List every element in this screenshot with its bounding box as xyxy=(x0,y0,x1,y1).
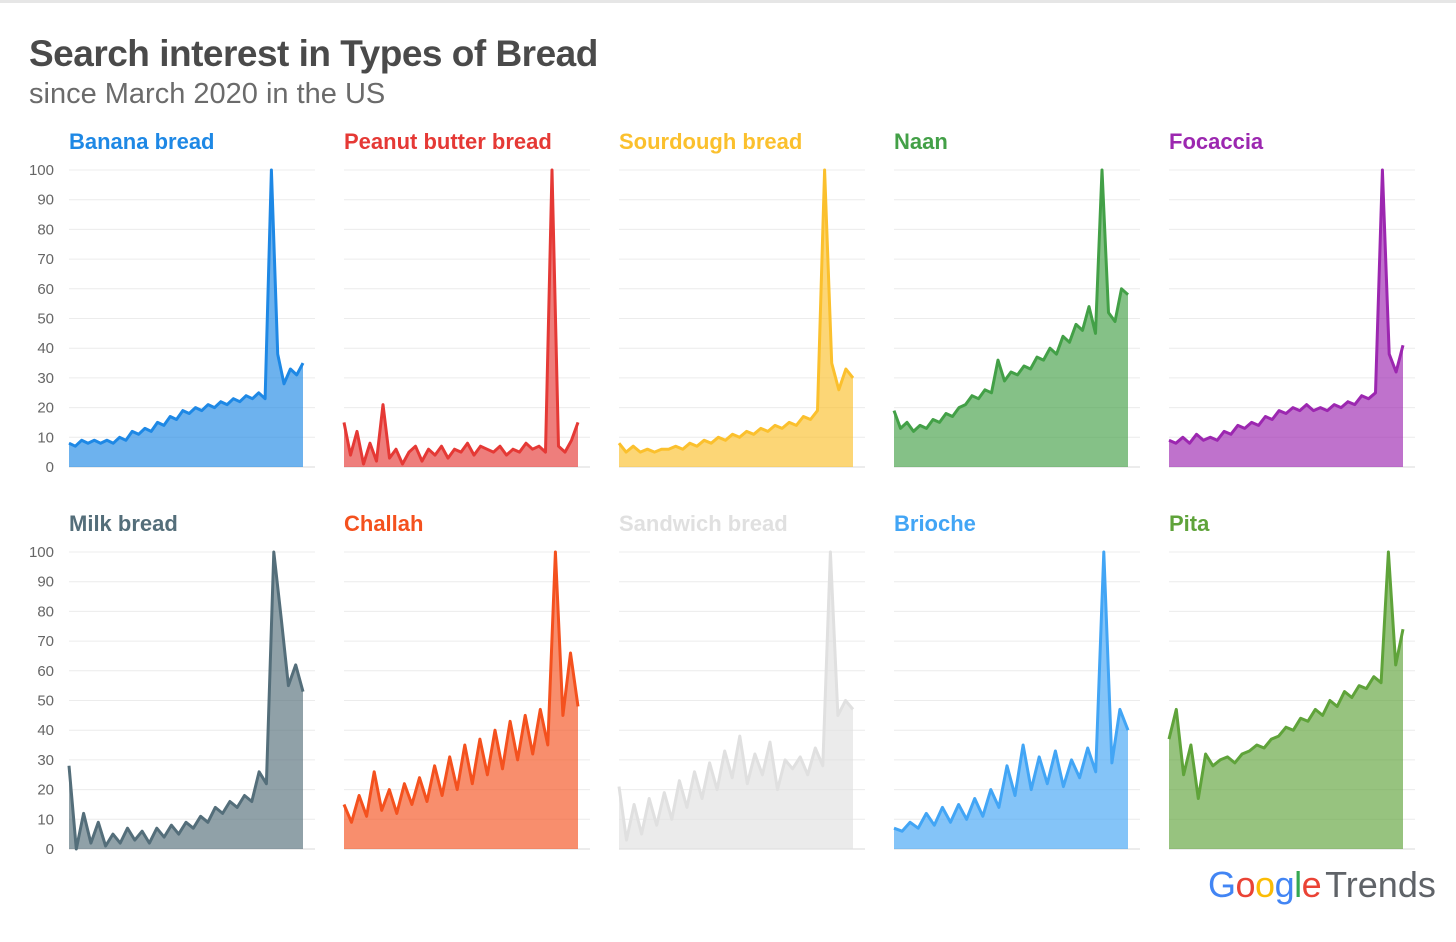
series-title: Milk bread xyxy=(69,511,178,536)
chart-subtitle: since March 2020 in the US xyxy=(29,78,386,110)
series-title: Sourdough bread xyxy=(619,129,802,154)
y-tick-label: 70 xyxy=(37,251,54,268)
series-area xyxy=(344,170,578,467)
y-tick-label: 80 xyxy=(37,221,54,238)
y-tick-label: 0 xyxy=(46,841,54,858)
y-tick-label: 20 xyxy=(37,782,54,799)
chart-panel: Brioche xyxy=(893,511,1140,850)
series-title: Naan xyxy=(894,129,948,154)
y-tick-label: 100 xyxy=(29,544,54,561)
y-tick-label: 100 xyxy=(29,162,54,179)
series-line xyxy=(617,168,855,454)
series-line xyxy=(892,168,1130,433)
google-letter: o xyxy=(1255,864,1275,905)
y-tick-label: 60 xyxy=(37,663,54,680)
series-title: Focaccia xyxy=(1169,129,1264,154)
series-line xyxy=(617,550,855,842)
chart-panel: 0 10 20 30 40 50 60 70 80 90 100 Banana bread xyxy=(29,129,315,476)
series-area xyxy=(344,552,578,849)
series-title: Pita xyxy=(1169,511,1210,536)
y-tick-label: 60 xyxy=(37,281,54,298)
series-area xyxy=(894,170,1128,467)
series-line xyxy=(342,168,580,466)
y-tick-label: 80 xyxy=(37,603,54,620)
y-tick-label: 10 xyxy=(37,811,54,828)
series-title: Peanut butter bread xyxy=(344,129,552,154)
series-line xyxy=(893,550,1130,833)
chart-panel: Peanut butter bread xyxy=(342,129,590,468)
google-letter: g xyxy=(1274,864,1295,905)
y-tick-label: 70 xyxy=(37,633,54,650)
chart-panel: Naan xyxy=(892,129,1140,468)
chart-panel: Sourdough bread xyxy=(617,129,865,468)
series-line xyxy=(342,550,580,824)
y-tick-label: 40 xyxy=(37,722,54,739)
series-area xyxy=(619,552,853,849)
google-letter: l xyxy=(1294,864,1302,905)
y-tick-label: 90 xyxy=(37,574,54,591)
series-title: Challah xyxy=(344,511,423,536)
series-line xyxy=(67,550,305,851)
y-tick-label: 10 xyxy=(37,429,54,446)
series-line xyxy=(1168,168,1405,445)
trends-wordmark: Trends xyxy=(1325,864,1436,905)
chart-panel: Sandwich bread xyxy=(617,511,865,850)
series-area xyxy=(69,170,303,467)
chart-panel: 0 10 20 30 40 50 60 70 80 90 100 Milk bread xyxy=(29,511,315,858)
series-title: Sandwich bread xyxy=(619,511,788,536)
y-tick-label: 90 xyxy=(37,192,54,209)
series-title: Brioche xyxy=(894,511,976,536)
google-letter: o xyxy=(1235,864,1256,905)
series-area xyxy=(1169,170,1403,467)
y-tick-label: 20 xyxy=(37,400,54,417)
top-divider xyxy=(0,0,1456,3)
chart-panel: Pita xyxy=(1167,511,1415,850)
google-wordmark: Google xyxy=(1208,864,1322,905)
series-area xyxy=(69,552,303,849)
y-tick-label: 0 xyxy=(46,459,54,476)
chart-title: Search interest in Types of Bread xyxy=(29,33,598,74)
series-area xyxy=(894,552,1128,849)
chart-panel: Challah xyxy=(342,511,590,850)
chart-panel: Focaccia xyxy=(1168,129,1415,468)
google-letter: G xyxy=(1208,864,1236,905)
y-tick-label: 40 xyxy=(37,340,54,357)
y-tick-label: 50 xyxy=(37,693,54,710)
y-tick-label: 30 xyxy=(37,370,54,387)
series-area xyxy=(1169,552,1403,849)
google-trends-logo: Google Trends xyxy=(1208,862,1436,908)
series-title: Banana bread xyxy=(69,129,215,154)
google-letter: e xyxy=(1301,864,1322,905)
series-line xyxy=(68,168,305,448)
series-area xyxy=(619,170,853,467)
y-tick-label: 30 xyxy=(37,752,54,769)
y-tick-label: 50 xyxy=(37,311,54,328)
series-line xyxy=(1167,550,1405,800)
